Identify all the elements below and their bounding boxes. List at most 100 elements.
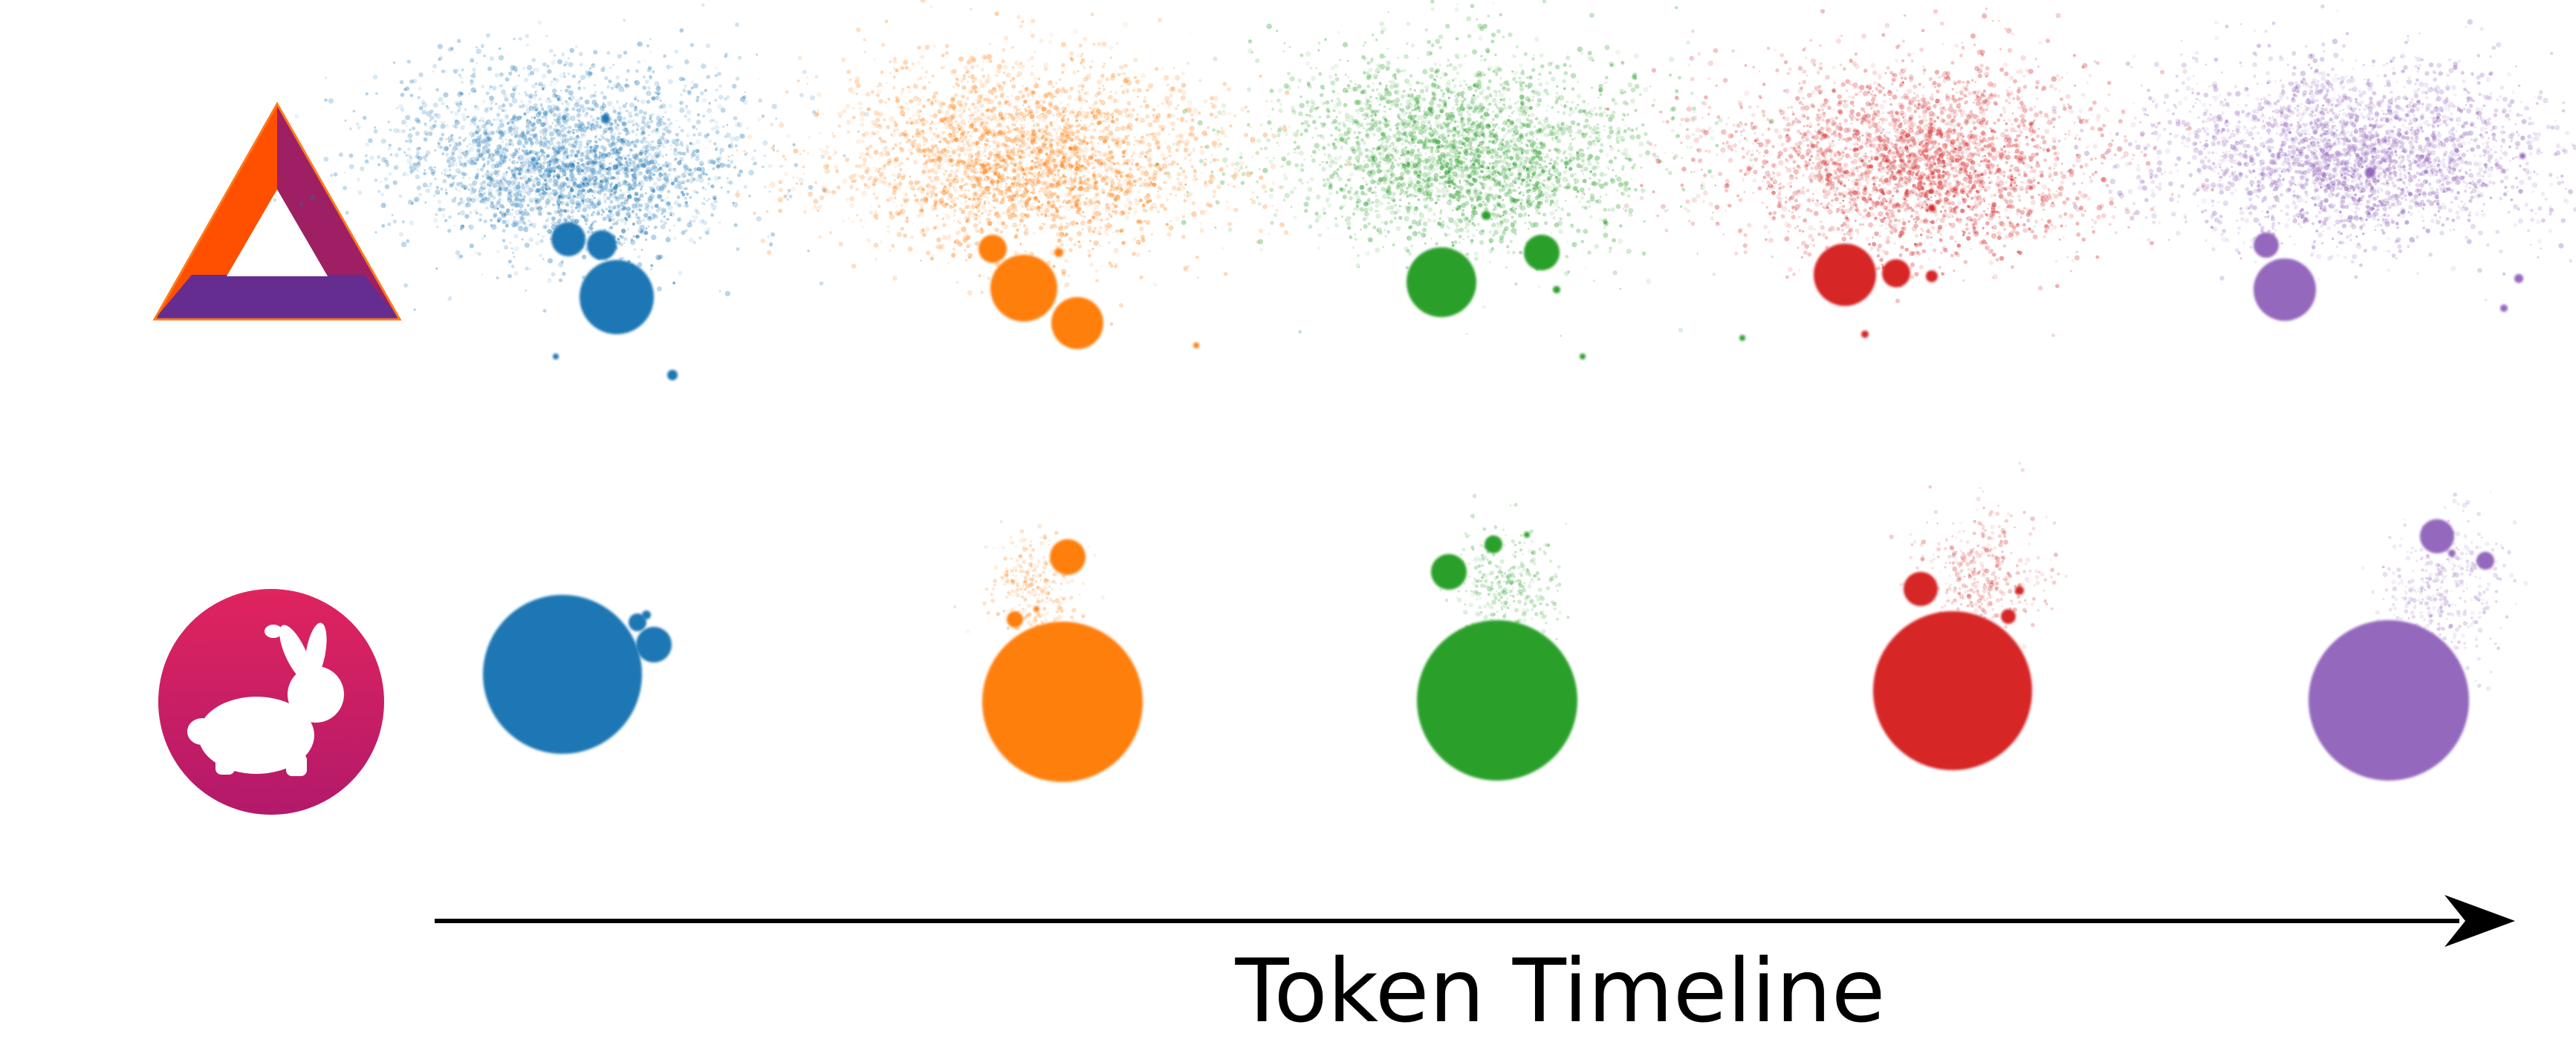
- scatter-point: [614, 196, 617, 198]
- scatter-point: [594, 177, 598, 180]
- scatter-point: [997, 215, 1001, 218]
- scatter-point: [831, 132, 834, 134]
- scatter-point: [410, 166, 415, 172]
- scatter-point: [917, 104, 919, 106]
- scatter-point: [706, 200, 708, 202]
- scatter-point: [743, 150, 746, 153]
- scatter-point: [547, 198, 549, 200]
- scatter-point: [353, 110, 355, 112]
- scatter-point: [594, 154, 597, 157]
- scatter-point: [674, 157, 677, 160]
- scatter-point: [389, 128, 392, 131]
- scatter-point: [956, 78, 958, 80]
- scatter-point: [381, 224, 385, 228]
- scatter-point: [980, 291, 983, 294]
- scatter-point: [583, 134, 587, 137]
- scatter-point: [546, 154, 550, 157]
- scatter-point: [1047, 109, 1052, 114]
- scatter-point: [929, 123, 932, 126]
- scatter-point: [802, 70, 807, 74]
- scatter-point: [471, 142, 476, 146]
- scatter-point: [668, 205, 673, 210]
- scatter-point: [438, 97, 443, 102]
- scatter-point: [1039, 39, 1044, 43]
- scatter-point: [681, 129, 684, 133]
- scatter-point: [344, 172, 346, 174]
- scatter-point: [858, 164, 863, 169]
- scatter-point: [666, 235, 669, 237]
- scatter-point: [689, 196, 692, 199]
- scatter-point: [480, 126, 483, 128]
- scatter-point: [551, 60, 556, 65]
- scatter-point: [614, 126, 617, 129]
- scatter-point: [683, 163, 687, 168]
- scatter-point: [374, 126, 376, 128]
- scatter-point: [667, 118, 670, 121]
- scatter-point: [349, 127, 352, 130]
- scatter-point: [476, 131, 478, 134]
- scatter-point: [467, 188, 470, 191]
- scatter-point: [1101, 42, 1106, 47]
- scatter-point: [1098, 151, 1100, 153]
- scatter-point: [609, 162, 612, 165]
- scatter-point: [559, 137, 563, 140]
- scatter-point: [1143, 97, 1146, 100]
- scatter-point: [647, 226, 649, 228]
- scatter-point: [893, 201, 895, 203]
- scatter-point: [1116, 178, 1118, 180]
- scatter-point: [961, 227, 966, 232]
- scatter-point: [594, 94, 597, 97]
- scatter-point: [806, 76, 808, 79]
- scatter-point: [1167, 145, 1172, 150]
- scatter-point: [932, 209, 934, 211]
- scatter-point: [905, 218, 909, 223]
- scatter-point: [1187, 62, 1190, 65]
- scatter-point: [725, 291, 730, 296]
- scatter-point: [807, 250, 809, 252]
- scatter-point: [696, 120, 701, 125]
- scatter-point: [949, 155, 951, 157]
- scatter-point: [911, 187, 914, 190]
- scatter-point: [455, 186, 458, 189]
- scatter-point: [529, 238, 533, 242]
- scatter-point: [770, 123, 773, 126]
- scatter-point: [603, 102, 605, 104]
- scatter-point: [693, 83, 698, 88]
- scatter-point: [690, 43, 695, 48]
- scatter-point: [1082, 111, 1085, 114]
- scatter-point: [681, 180, 686, 185]
- scatter-point: [846, 120, 851, 125]
- scatter-point: [1070, 87, 1074, 91]
- scatter-point: [621, 121, 626, 126]
- scatter-point: [832, 134, 836, 138]
- scatter-point: [406, 173, 409, 177]
- scatter-point: [683, 206, 685, 208]
- scatter-point: [673, 151, 678, 156]
- scatter-point: [899, 142, 902, 145]
- scatter-point: [879, 152, 884, 157]
- scatter-point: [482, 180, 486, 183]
- scatter-point: [519, 194, 522, 197]
- scatter-point: [1110, 76, 1115, 81]
- scatter-point: [445, 192, 448, 195]
- scatter-point: [682, 152, 686, 155]
- scatter-point: [645, 79, 649, 84]
- scatter-point: [565, 135, 568, 137]
- scatter-point: [1011, 77, 1015, 81]
- scatter-point: [619, 162, 623, 166]
- scatter-point: [435, 88, 439, 92]
- scatter-point: [1169, 94, 1173, 97]
- scatter-point: [1093, 128, 1097, 132]
- scatter-point: [1054, 96, 1057, 98]
- scatter-point: [603, 167, 605, 169]
- scatter-point: [1013, 154, 1015, 156]
- scatter-point: [564, 165, 567, 168]
- scatter-point: [903, 233, 907, 238]
- scatter-point: [646, 68, 651, 72]
- scatter-point: [1259, 175, 1263, 180]
- scatter-point: [1117, 73, 1120, 76]
- scatter-point: [974, 91, 978, 94]
- scatter-point: [324, 99, 328, 102]
- scatter-point: [708, 102, 711, 105]
- scatter-point: [516, 184, 521, 189]
